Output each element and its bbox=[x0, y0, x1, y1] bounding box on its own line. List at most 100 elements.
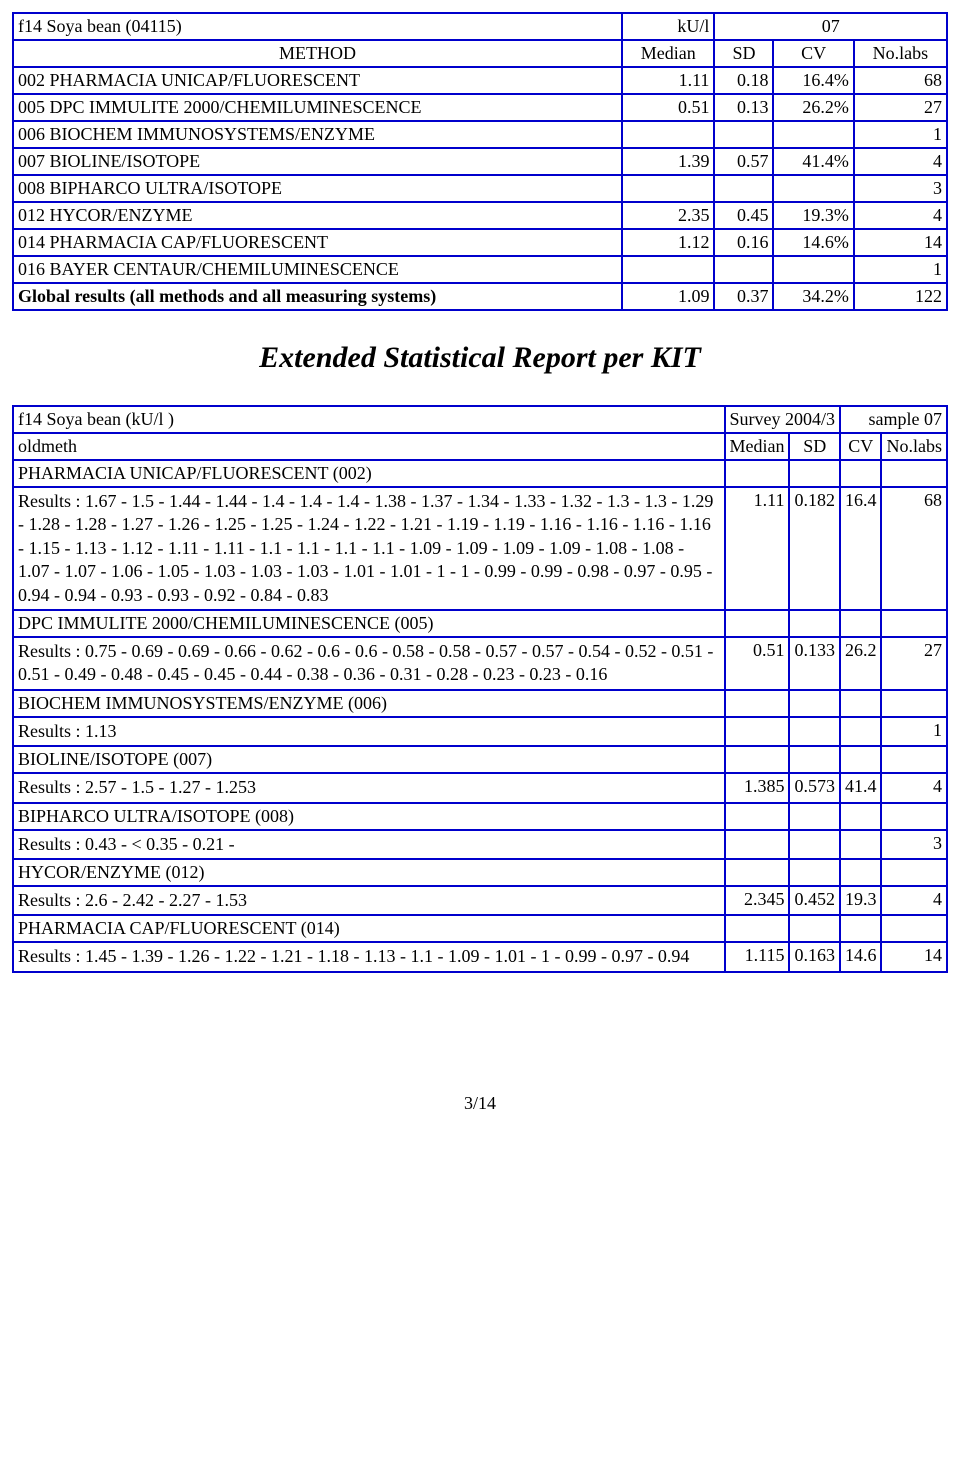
column-labels-row: METHOD Median SD CV No.labs bbox=[13, 40, 947, 67]
empty-cell bbox=[725, 610, 790, 637]
method-title-row: BIOLINE/ISOTOPE (007) bbox=[13, 746, 947, 773]
sd-cell bbox=[714, 175, 773, 202]
global-label: Global results (all methods and all meas… bbox=[18, 286, 436, 306]
sd-cell: 0.133 bbox=[789, 637, 840, 690]
nlabs-cell: 68 bbox=[881, 487, 947, 610]
nlabs-cell: 68 bbox=[854, 67, 947, 94]
cv-cell: 41.4% bbox=[773, 148, 853, 175]
method-cell: 006 BIOCHEM IMMUNOSYSTEMS/ENZYME bbox=[13, 121, 622, 148]
table-row: 007 BIOLINE/ISOTOPE1.390.5741.4%4 bbox=[13, 148, 947, 175]
nlabs-cell: 1 bbox=[854, 121, 947, 148]
method-cell: 007 BIOLINE/ISOTOPE bbox=[13, 148, 622, 175]
sd-cell: 0.573 bbox=[789, 773, 840, 802]
table-header-row: f14 Soya bean (04115) kU/l 07 bbox=[13, 13, 947, 40]
unit-label: kU/l bbox=[622, 13, 714, 40]
section-title: Extended Statistical Report per KIT bbox=[12, 341, 948, 375]
nlabs-cell: 14 bbox=[881, 942, 947, 971]
cv-cell bbox=[840, 717, 882, 746]
method-title-row: HYCOR/ENZYME (012) bbox=[13, 859, 947, 886]
results-row: Results : 1.67 - 1.5 - 1.44 - 1.44 - 1.4… bbox=[13, 487, 947, 610]
cv-cell bbox=[840, 830, 882, 859]
median-cell: 1.12 bbox=[622, 229, 714, 256]
table-row: 014 PHARMACIA CAP/FLUORESCENT1.120.1614.… bbox=[13, 229, 947, 256]
table-header-row: f14 Soya bean (kU/l ) Survey 2004/3 samp… bbox=[13, 406, 947, 433]
sd-cell bbox=[714, 256, 773, 283]
method-title: PHARMACIA UNICAP/FLUORESCENT (002) bbox=[13, 460, 725, 487]
results-row: Results : 0.75 - 0.69 - 0.69 - 0.66 - 0.… bbox=[13, 637, 947, 690]
empty-cell bbox=[725, 803, 790, 830]
empty-cell bbox=[789, 610, 840, 637]
empty-cell bbox=[789, 803, 840, 830]
global-median: 1.09 bbox=[622, 283, 714, 310]
method-cell: 002 PHARMACIA UNICAP/FLUORESCENT bbox=[13, 67, 622, 94]
nlabs-cell: 1 bbox=[881, 717, 947, 746]
empty-cell bbox=[840, 915, 882, 942]
global-results-row: Global results (all methods and all meas… bbox=[13, 283, 947, 310]
empty-cell bbox=[881, 915, 947, 942]
nlabs-cell: 1 bbox=[854, 256, 947, 283]
col-nlabs: No.labs bbox=[881, 433, 947, 460]
col-method: METHOD bbox=[13, 40, 622, 67]
sample-number: 07 bbox=[714, 13, 947, 40]
col-median: Median bbox=[725, 433, 790, 460]
table-row: 002 PHARMACIA UNICAP/FLUORESCENT1.110.18… bbox=[13, 67, 947, 94]
col-sd: SD bbox=[789, 433, 840, 460]
median-cell: 1.385 bbox=[725, 773, 790, 802]
method-cell: 012 HYCOR/ENZYME bbox=[13, 202, 622, 229]
table-row: 016 BAYER CENTAUR/CHEMILUMINESCENCE 1 bbox=[13, 256, 947, 283]
col-nlabs: No.labs bbox=[854, 40, 947, 67]
median-cell: 1.11 bbox=[622, 67, 714, 94]
sd-cell: 0.13 bbox=[714, 94, 773, 121]
cv-cell bbox=[773, 175, 853, 202]
global-nlabs: 122 bbox=[854, 283, 947, 310]
empty-cell bbox=[725, 460, 790, 487]
sd-cell bbox=[714, 121, 773, 148]
cv-cell: 26.2% bbox=[773, 94, 853, 121]
col-cv: CV bbox=[773, 40, 853, 67]
results-cell: Results : 1.45 - 1.39 - 1.26 - 1.22 - 1.… bbox=[13, 942, 725, 971]
method-title-row: BIPHARCO ULTRA/ISOTOPE (008) bbox=[13, 803, 947, 830]
table-row: 006 BIOCHEM IMMUNOSYSTEMS/ENZYME 1 bbox=[13, 121, 947, 148]
empty-cell bbox=[840, 610, 882, 637]
page-number: 3/14 bbox=[12, 1093, 948, 1114]
method-title-row: DPC IMMULITE 2000/CHEMILUMINESCENCE (005… bbox=[13, 610, 947, 637]
sd-cell: 0.16 bbox=[714, 229, 773, 256]
empty-cell bbox=[840, 859, 882, 886]
sd-cell: 0.182 bbox=[789, 487, 840, 610]
method-cell: 014 PHARMACIA CAP/FLUORESCENT bbox=[13, 229, 622, 256]
sd-cell: 0.452 bbox=[789, 886, 840, 915]
median-cell bbox=[622, 175, 714, 202]
empty-cell bbox=[840, 460, 882, 487]
method-title: HYCOR/ENZYME (012) bbox=[13, 859, 725, 886]
cv-cell: 14.6 bbox=[840, 942, 882, 971]
sd-cell: 0.45 bbox=[714, 202, 773, 229]
cv-cell: 14.6% bbox=[773, 229, 853, 256]
results-row: Results : 1.45 - 1.39 - 1.26 - 1.22 - 1.… bbox=[13, 942, 947, 971]
sample-label: sample 07 bbox=[840, 406, 947, 433]
nlabs-cell: 3 bbox=[854, 175, 947, 202]
table-row: 012 HYCOR/ENZYME2.350.4519.3%4 bbox=[13, 202, 947, 229]
empty-cell bbox=[881, 610, 947, 637]
median-cell bbox=[725, 830, 790, 859]
method-cell: 016 BAYER CENTAUR/CHEMILUMINESCENCE bbox=[13, 256, 622, 283]
empty-cell bbox=[840, 746, 882, 773]
empty-cell bbox=[881, 460, 947, 487]
cv-cell bbox=[773, 121, 853, 148]
median-cell: 1.11 bbox=[725, 487, 790, 610]
results-row: Results : 2.6 - 2.42 - 2.27 - 1.532.3450… bbox=[13, 886, 947, 915]
results-row: Results : 0.43 - < 0.35 - 0.21 -3 bbox=[13, 830, 947, 859]
col-sd: SD bbox=[714, 40, 773, 67]
col-cv: CV bbox=[840, 433, 882, 460]
empty-cell bbox=[840, 803, 882, 830]
empty-cell bbox=[789, 859, 840, 886]
empty-cell bbox=[840, 690, 882, 717]
sd-cell bbox=[789, 830, 840, 859]
cv-cell bbox=[773, 256, 853, 283]
median-cell: 0.51 bbox=[725, 637, 790, 690]
sd-cell: 0.163 bbox=[789, 942, 840, 971]
results-cell: Results : 0.43 - < 0.35 - 0.21 - bbox=[13, 830, 725, 859]
empty-cell bbox=[881, 803, 947, 830]
table-row: 008 BIPHARCO ULTRA/ISOTOPE3 bbox=[13, 175, 947, 202]
extended-report-table: f14 Soya bean (kU/l ) Survey 2004/3 samp… bbox=[12, 405, 948, 973]
cv-cell: 19.3% bbox=[773, 202, 853, 229]
